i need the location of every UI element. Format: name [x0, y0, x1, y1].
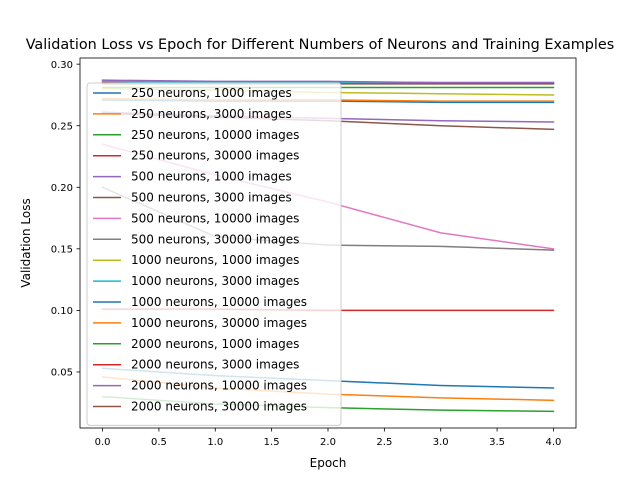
x-tick-label: 3.5	[489, 437, 505, 448]
y-tick-label: 0.25	[51, 121, 73, 132]
y-tick-label: 0.20	[51, 183, 73, 194]
y-tick-label: 0.15	[51, 244, 73, 255]
legend-entry: 250 neurons, 1000 images	[131, 86, 292, 100]
x-tick-label: 2.5	[376, 437, 392, 448]
y-tick-label: 0.30	[51, 60, 73, 71]
x-axis: 0.0 0.5 1.0 1.5 2.0 2.5 3.0 3.5 4.0	[95, 428, 562, 448]
chart-title: Validation Loss vs Epoch for Different N…	[26, 37, 615, 53]
x-tick-label: 2.0	[320, 437, 336, 448]
y-axis: 0.05 0.10 0.15 0.20 0.25 0.30	[51, 60, 80, 379]
legend-entry: 2000 neurons, 10000 images	[131, 379, 307, 393]
x-tick-label: 0.0	[95, 437, 111, 448]
legend-entry: 2000 neurons, 1000 images	[131, 337, 299, 351]
legend-entry: 500 neurons, 10000 images	[131, 211, 299, 225]
x-tick-label: 1.0	[207, 437, 223, 448]
legend-entry: 1000 neurons, 3000 images	[131, 274, 299, 288]
legend-entry: 500 neurons, 3000 images	[131, 191, 292, 205]
legend-entry: 500 neurons, 30000 images	[131, 232, 299, 246]
y-tick-label: 0.05	[51, 368, 73, 379]
legend-entry: 250 neurons, 10000 images	[131, 128, 299, 142]
x-tick-label: 3.0	[433, 437, 449, 448]
x-tick-label: 0.5	[151, 437, 167, 448]
legend-entry: 250 neurons, 3000 images	[131, 107, 292, 121]
legend: 250 neurons, 1000 images 250 neurons, 300…	[86, 82, 342, 426]
y-tick-label: 0.10	[51, 306, 73, 317]
x-axis-label: Epoch	[310, 456, 347, 470]
legend-entry: 1000 neurons, 1000 images	[131, 253, 299, 267]
legend-entry: 2000 neurons, 30000 images	[131, 400, 307, 414]
legend-entry: 500 neurons, 1000 images	[131, 170, 292, 184]
legend-entry: 1000 neurons, 30000 images	[131, 316, 307, 330]
legend-entry: 250 neurons, 30000 images	[131, 149, 299, 163]
legend-box	[86, 82, 342, 426]
x-tick-label: 1.5	[264, 437, 280, 448]
series-line-15	[101, 79, 555, 84]
legend-entry: 1000 neurons, 10000 images	[131, 295, 307, 309]
y-axis-label: Validation Loss	[19, 198, 33, 287]
x-tick-label: 4.0	[546, 437, 562, 448]
legend-entry: 2000 neurons, 3000 images	[131, 358, 299, 372]
